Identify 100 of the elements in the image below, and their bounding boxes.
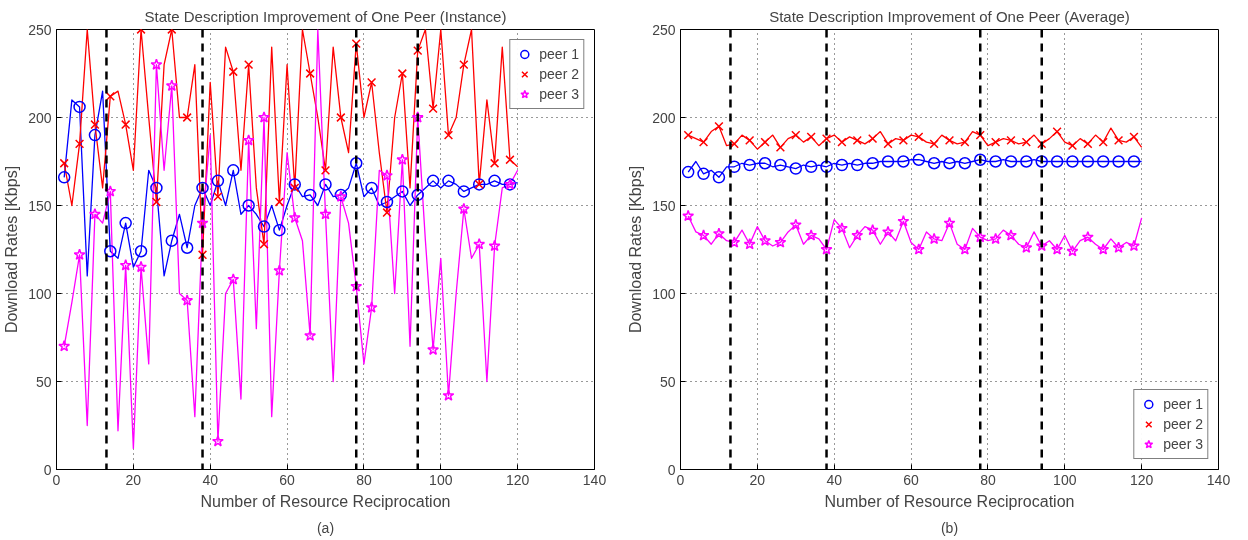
point	[1051, 243, 1064, 255]
y-tick-label: 100	[28, 285, 52, 302]
point	[712, 171, 726, 184]
point	[912, 243, 925, 255]
y-tick-label: 150	[652, 197, 676, 214]
point	[319, 178, 332, 191]
point	[150, 181, 163, 195]
point	[227, 273, 240, 285]
point	[1083, 139, 1093, 149]
point	[196, 216, 209, 229]
x-tick-label: 20	[749, 471, 766, 488]
y-tick-label: 200	[28, 109, 52, 126]
line-series	[687, 125, 1143, 150]
point	[927, 157, 941, 170]
point	[442, 174, 455, 188]
point	[365, 181, 378, 195]
point	[426, 174, 440, 188]
y-tick-label: 50	[35, 373, 52, 390]
y-tick-label: 200	[652, 109, 676, 126]
point	[1112, 241, 1125, 253]
point	[88, 208, 101, 220]
point	[59, 158, 69, 168]
point	[227, 164, 240, 177]
point	[743, 158, 756, 172]
point	[821, 133, 832, 144]
point	[1004, 155, 1018, 168]
point	[989, 155, 1002, 168]
point	[258, 111, 270, 123]
point	[1050, 155, 1064, 168]
point	[1129, 132, 1139, 142]
point	[1035, 155, 1048, 168]
x-axis-title: Number of Resource Reciprocation	[824, 492, 1075, 510]
point	[473, 237, 486, 250]
point	[898, 135, 909, 146]
point	[1081, 230, 1094, 243]
point	[1112, 155, 1125, 168]
point	[213, 192, 223, 202]
point	[244, 60, 254, 70]
point	[457, 202, 470, 215]
point	[303, 188, 317, 202]
point	[273, 223, 286, 237]
point	[774, 158, 787, 172]
point	[789, 218, 802, 231]
point	[397, 68, 407, 79]
point	[774, 236, 787, 248]
point	[698, 137, 709, 147]
point	[274, 197, 285, 207]
point	[182, 112, 192, 123]
point	[929, 139, 939, 149]
point	[805, 229, 818, 241]
point	[1113, 135, 1124, 146]
point	[1081, 155, 1095, 168]
text: (b)	[940, 519, 959, 536]
point	[88, 128, 102, 142]
point	[104, 245, 117, 258]
x-tick-label: 120	[505, 471, 530, 488]
point	[134, 245, 148, 258]
point	[288, 178, 302, 191]
point	[882, 225, 894, 238]
point	[320, 165, 331, 175]
point	[866, 157, 879, 170]
point	[304, 329, 317, 341]
chart-title: State Description Improvement of One Peer (Average)	[769, 7, 1130, 25]
legend-label: peer 1	[539, 46, 579, 62]
point	[165, 234, 179, 247]
point	[914, 132, 924, 142]
x-tick-label: 80	[356, 471, 372, 488]
point	[883, 139, 893, 149]
point	[211, 174, 225, 188]
legend-label: peer 3	[539, 86, 579, 102]
point	[259, 239, 269, 249]
text: (a)	[316, 519, 335, 536]
point	[743, 237, 756, 250]
point	[683, 130, 693, 140]
point	[382, 207, 392, 218]
point	[288, 211, 301, 224]
point	[1097, 243, 1110, 255]
point	[1127, 239, 1140, 252]
point	[759, 234, 772, 246]
x-tick-label: 120	[1129, 471, 1154, 488]
point	[459, 60, 469, 70]
point	[197, 250, 208, 260]
point	[242, 199, 255, 212]
point	[489, 158, 500, 168]
point	[273, 264, 286, 276]
point	[180, 241, 194, 254]
legend-label: peer 3	[1163, 436, 1203, 452]
point	[413, 45, 423, 56]
point	[74, 139, 85, 149]
point	[305, 68, 315, 79]
point	[196, 181, 209, 195]
point	[943, 157, 956, 170]
y-tick-label: 250	[28, 21, 52, 38]
point	[990, 137, 1001, 147]
y-tick-label: 250	[652, 21, 676, 38]
point	[257, 220, 271, 233]
point	[1066, 155, 1079, 168]
point	[760, 137, 770, 147]
point	[714, 121, 724, 131]
point	[104, 185, 117, 197]
